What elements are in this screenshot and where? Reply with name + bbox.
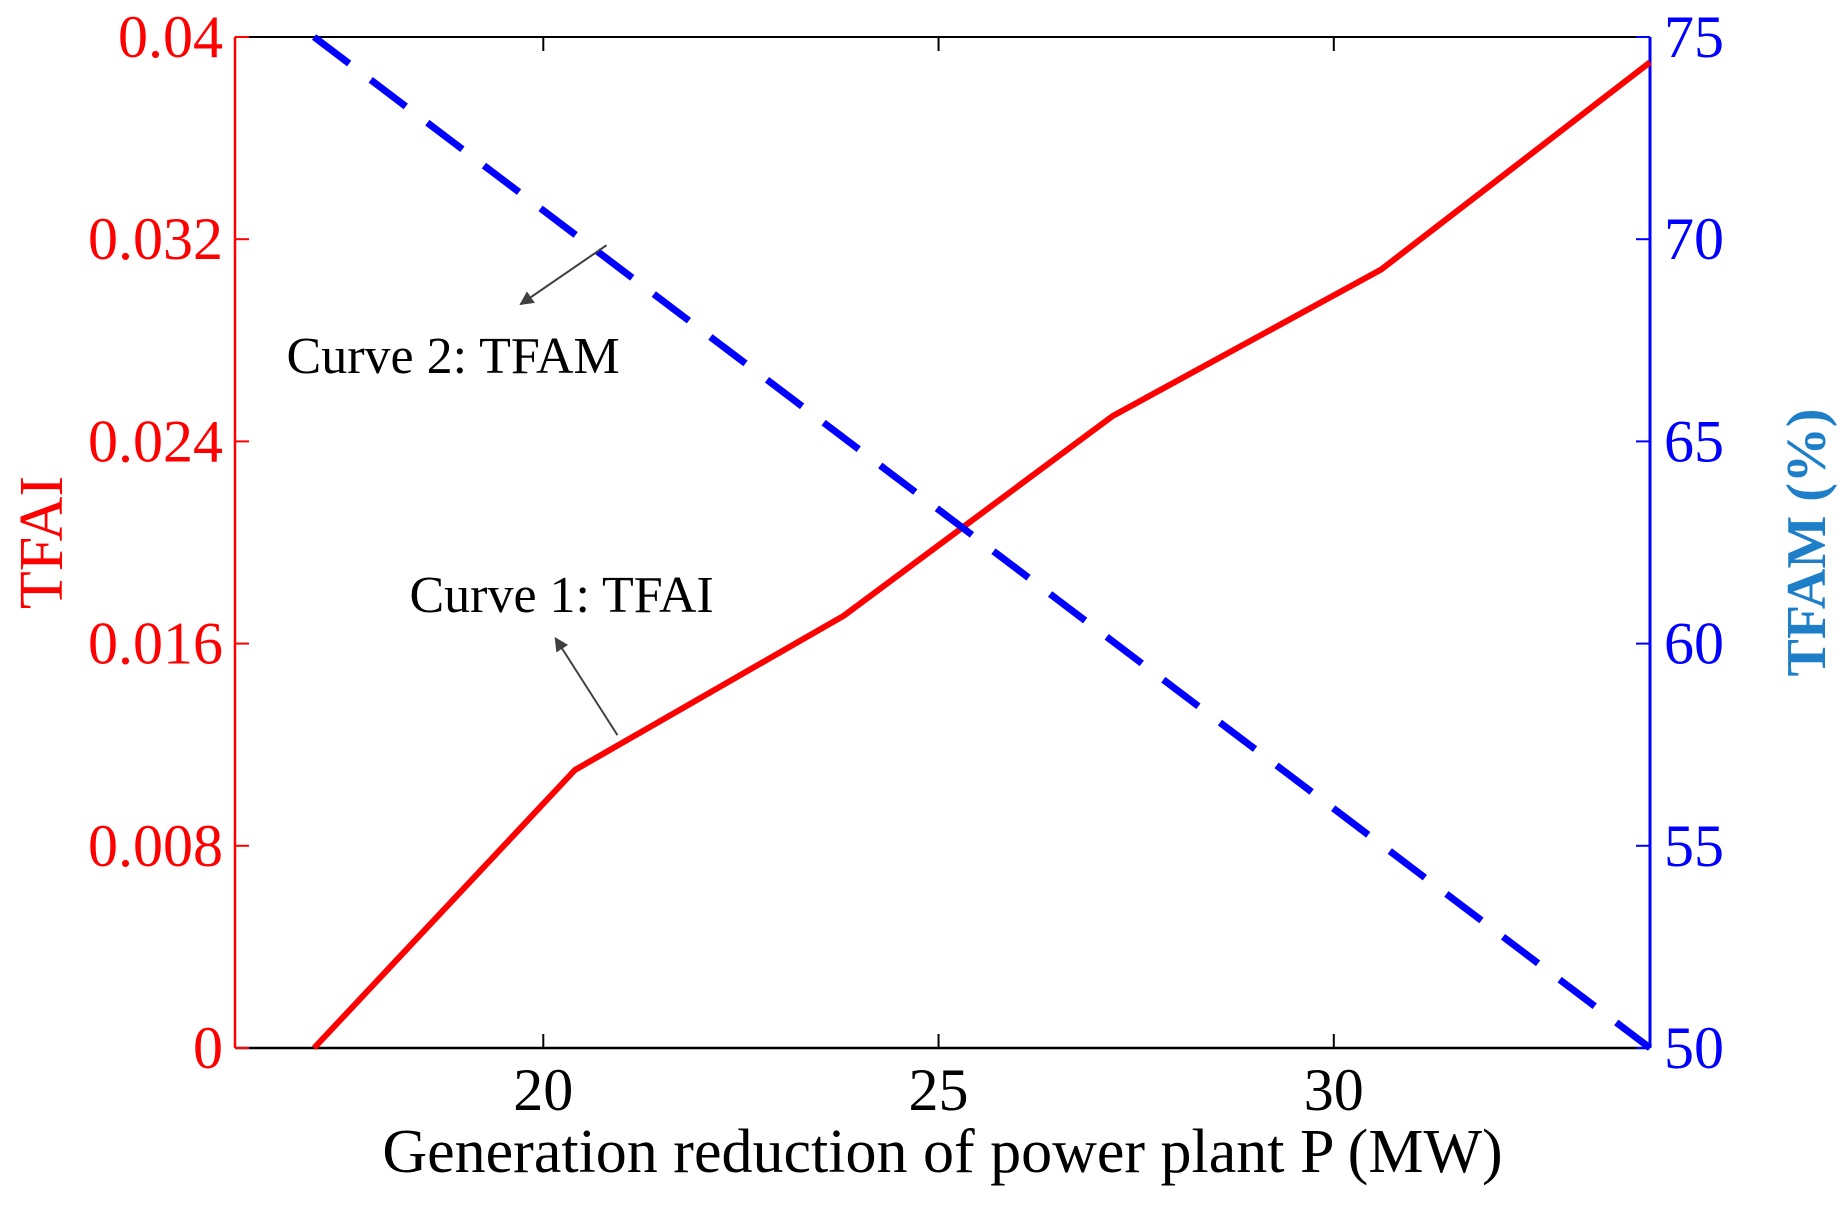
left-y-tick-label: 0.032 xyxy=(88,206,223,272)
right-y-tick-label: 60 xyxy=(1664,611,1724,677)
annotation-layer: Curve 2: TFAM Curve 1: TFAI xyxy=(287,244,714,736)
left-y-tick-label: 0 xyxy=(193,1015,223,1081)
left-y-axis-label: TFAI xyxy=(8,476,76,609)
x-tick-label: 25 xyxy=(909,1057,969,1123)
annotation-curve2-label: Curve 2: TFAM xyxy=(287,328,620,385)
x-tick-label: 30 xyxy=(1304,1057,1364,1123)
right-y-tick-label: 70 xyxy=(1664,206,1724,272)
left-y-tick-label: 0.024 xyxy=(88,408,223,474)
left-y-tick-label: 0.008 xyxy=(88,813,223,879)
annotation-arrow-curve2 xyxy=(519,244,608,306)
right-y-tick-label: 50 xyxy=(1664,1015,1724,1081)
annotation-arrow-curve1 xyxy=(554,636,619,736)
right-y-axis-label: TFAM (%) xyxy=(1776,409,1838,677)
right-y-tick-label: 75 xyxy=(1664,4,1724,70)
annotation-curve1-label: Curve 1: TFAI xyxy=(409,567,713,624)
right-y-tick-label: 55 xyxy=(1664,813,1724,879)
left-y-tick-label: 0.04 xyxy=(118,4,223,70)
x-axis-label: Generation reduction of power plant P (M… xyxy=(382,1118,1502,1186)
x-tick-label: 20 xyxy=(513,1057,573,1123)
x-ticks: 20 25 30 xyxy=(513,37,1364,1123)
left-y-ticks: 0 0.008 0.016 0.024 0.032 0.04 xyxy=(88,4,249,1081)
left-y-tick-label: 0.016 xyxy=(88,611,223,677)
right-y-tick-label: 65 xyxy=(1664,408,1724,474)
right-y-ticks: 50 55 60 65 70 75 xyxy=(1636,4,1724,1081)
series-layer xyxy=(311,34,1653,1051)
series-line-1 xyxy=(311,59,1652,1051)
